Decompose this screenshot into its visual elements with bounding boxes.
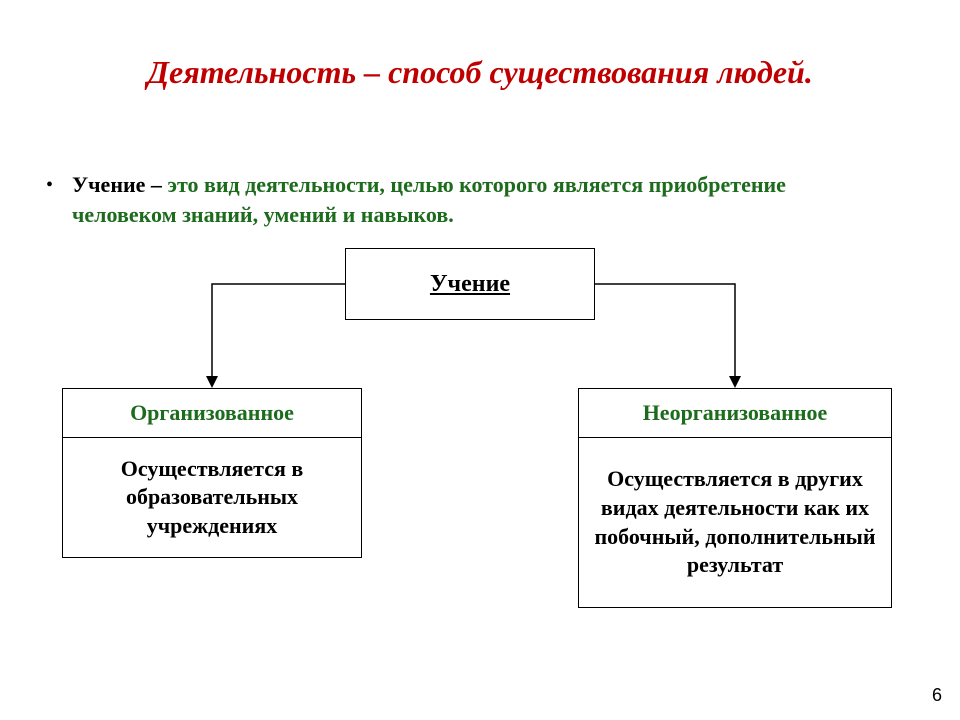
diagram-child-body-organized-text: Осуществляется в образовательных учрежде… — [75, 455, 349, 541]
bullet-marker: • — [46, 172, 53, 199]
diagram-child-header-organized: Организованное — [62, 388, 362, 438]
page-number: 6 — [932, 685, 942, 706]
diagram-child-body-organized: Осуществляется в образовательных учрежде… — [62, 438, 362, 558]
diagram-child-body-unorganized: Осуществляется в дру­гих видах деятельно… — [578, 438, 892, 608]
diagram-child-body-unorganized-text: Осуществляется в дру­гих видах деятельно… — [591, 465, 879, 579]
diagram-child-header-unorganized: Неорганизованное — [578, 388, 892, 438]
diagram-arrows — [0, 0, 960, 720]
slide-title-text: Деятельность – способ существования люде… — [147, 54, 813, 90]
bullet-term: Учение – — [72, 172, 167, 197]
diagram-root-label: Учение — [430, 269, 510, 299]
slide-title: Деятельность – способ существования люде… — [0, 54, 960, 91]
bullet-definition: это вид деятельности, целью которого явл… — [72, 172, 786, 227]
bullet-item: • Учение – это вид деятельности, целью к… — [72, 170, 892, 229]
diagram-child-header-organized-text: Организованное — [130, 399, 294, 427]
diagram-root-node: Учение — [345, 248, 595, 320]
diagram-child-header-unorganized-text: Неорганизованное — [643, 399, 828, 427]
